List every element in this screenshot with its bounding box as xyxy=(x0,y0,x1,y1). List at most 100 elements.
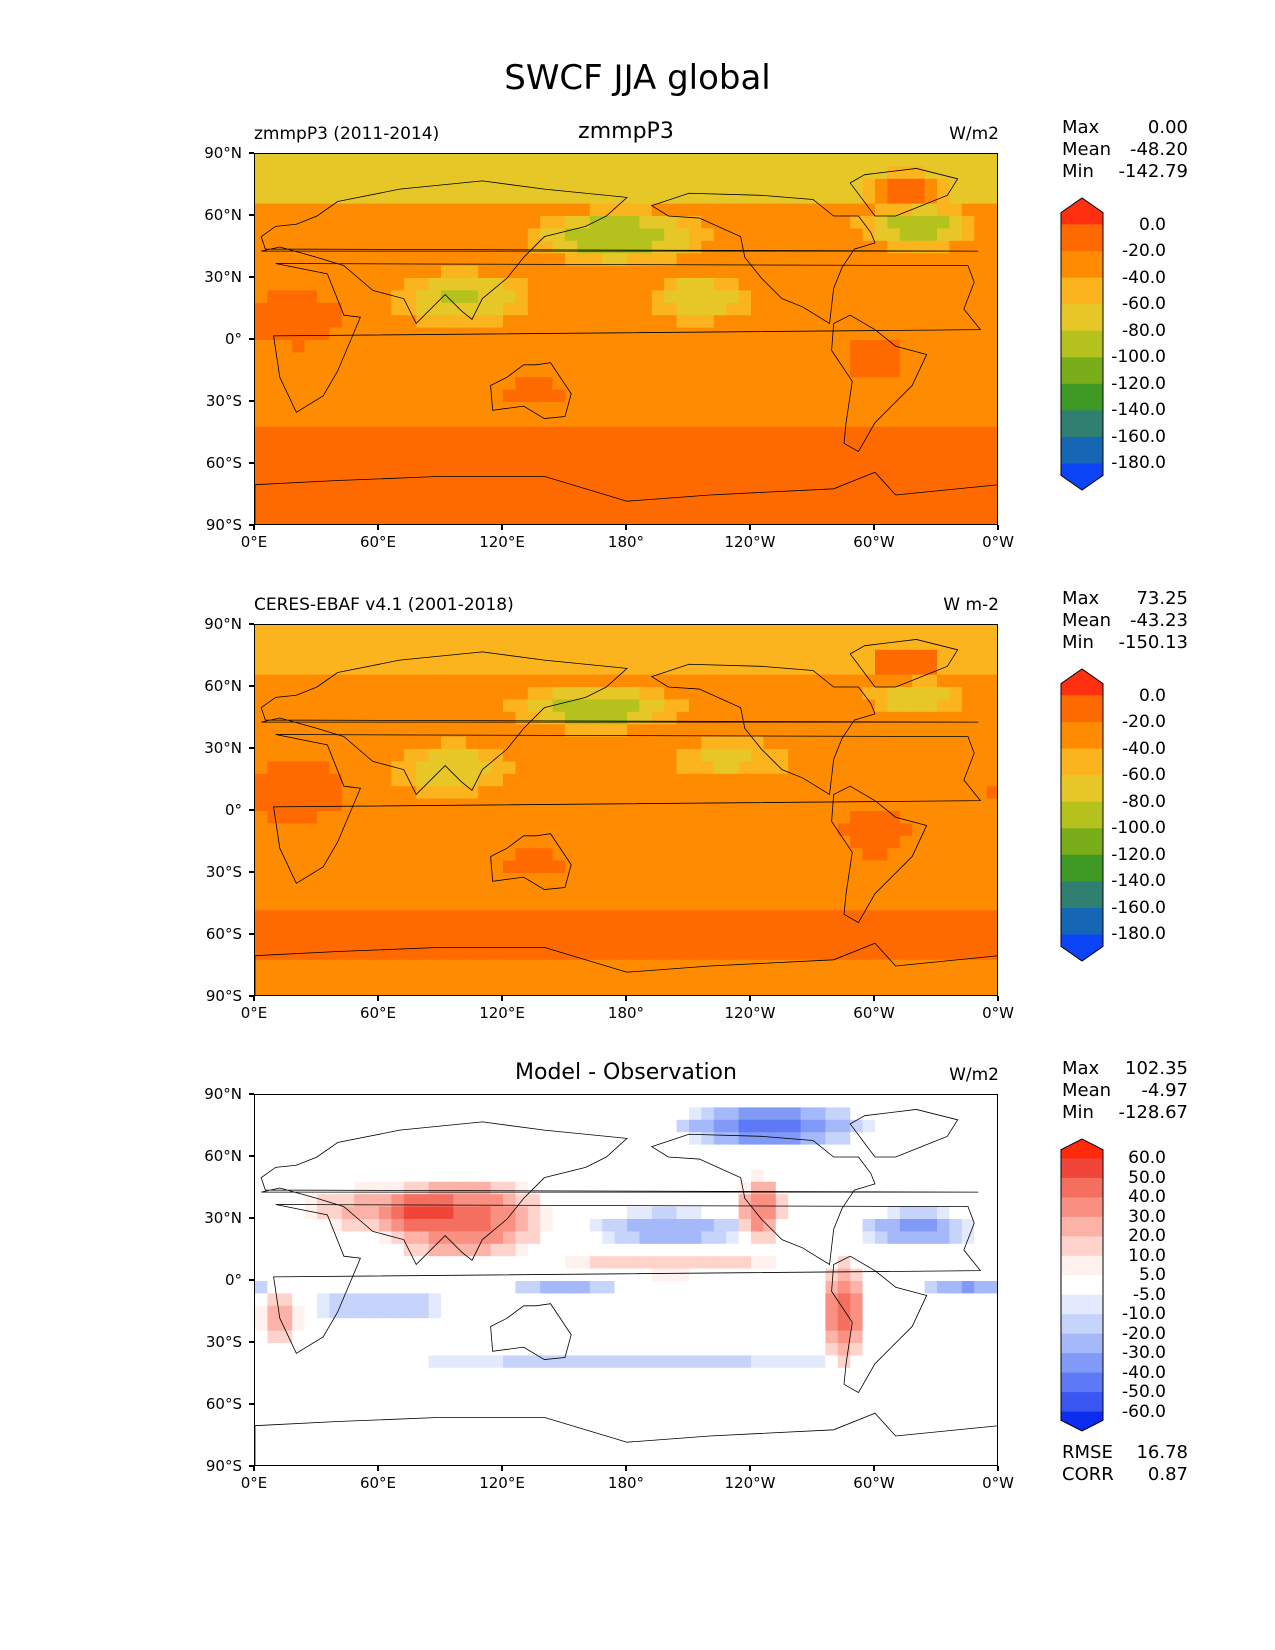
heatmap-cell xyxy=(751,959,764,973)
heatmap-cell xyxy=(689,1132,702,1146)
heatmap-cell xyxy=(540,1206,554,1220)
heatmap-cell xyxy=(341,935,355,948)
heatmap-cell xyxy=(713,649,727,663)
heatmap-cell xyxy=(899,290,913,304)
heatmap-cell xyxy=(924,984,938,995)
heatmap-cell xyxy=(912,352,926,366)
heatmap-cell xyxy=(490,1231,504,1245)
heatmap-cell xyxy=(391,216,405,229)
heatmap-cell xyxy=(267,476,281,490)
heatmap-cell xyxy=(701,724,715,738)
heatmap-cell xyxy=(986,947,997,961)
heatmap-cell xyxy=(949,1231,963,1245)
heatmap-cell xyxy=(713,1293,727,1307)
heatmap-cell xyxy=(713,1231,727,1245)
heatmap-cell xyxy=(527,364,541,378)
heatmap-cell xyxy=(552,1231,566,1245)
heatmap-cell xyxy=(639,1181,653,1195)
heatmap-cell xyxy=(478,253,492,267)
heatmap-cell xyxy=(701,1268,715,1282)
heatmap-cell xyxy=(379,1144,392,1158)
heatmap-cell xyxy=(565,823,578,837)
heatmap-cell xyxy=(875,773,888,787)
heatmap-cell xyxy=(775,1231,789,1245)
heatmap-cell xyxy=(949,1256,963,1270)
heatmap-cell xyxy=(912,377,926,391)
heatmap-cell xyxy=(639,1281,653,1294)
heatmap-cell xyxy=(639,315,653,329)
heatmap-cell xyxy=(341,761,355,775)
heatmap-cell xyxy=(751,786,764,800)
heatmap-cell xyxy=(775,1107,789,1121)
heatmap-cell xyxy=(775,662,789,676)
heatmap-cell xyxy=(763,402,777,415)
heatmap-cell xyxy=(354,1268,368,1282)
heatmap-cell xyxy=(317,922,330,936)
heatmap-cell xyxy=(775,464,789,477)
x-tick-label: 0°W xyxy=(982,1004,1014,1022)
heatmap-cell xyxy=(577,439,591,453)
heatmap-cell xyxy=(329,649,343,663)
heatmap-cell xyxy=(974,389,988,403)
heatmap-cell xyxy=(676,885,690,899)
heatmap-cell xyxy=(986,922,997,936)
heatmap-cell xyxy=(726,488,740,502)
heatmap-cell xyxy=(453,1231,467,1245)
heatmap-cell xyxy=(701,786,715,800)
heatmap-cell xyxy=(354,464,368,477)
heatmap-cell xyxy=(701,1343,715,1356)
heatmap-cell xyxy=(304,402,318,415)
heatmap-cell xyxy=(490,451,504,465)
heatmap-cell xyxy=(701,860,715,874)
heatmap-cell xyxy=(366,240,380,254)
heatmap-cell xyxy=(664,1281,678,1294)
heatmap-cell xyxy=(763,216,777,229)
heatmap-cell xyxy=(775,873,789,886)
heatmap-cell xyxy=(676,711,690,725)
heatmap-cell xyxy=(267,1281,281,1294)
heatmap-cell xyxy=(354,823,368,837)
heatmap-cell xyxy=(961,724,975,738)
heatmap-cell xyxy=(651,302,665,316)
heatmap-cell xyxy=(552,203,566,217)
heatmap-cell xyxy=(354,1281,368,1294)
heatmap-cell xyxy=(713,216,727,229)
heatmap-cell xyxy=(453,1330,467,1344)
heatmap-cell xyxy=(676,166,690,180)
heatmap-cell xyxy=(639,377,653,391)
heatmap-cell xyxy=(887,426,901,440)
heatmap-cell xyxy=(664,203,678,217)
heatmap-cell xyxy=(937,736,950,750)
heatmap-cell xyxy=(676,798,690,812)
heatmap-cell xyxy=(961,649,975,663)
heatmap-cell xyxy=(453,154,467,167)
heatmap-cell xyxy=(428,1281,442,1294)
heatmap-cell xyxy=(589,476,603,490)
heatmap-cell xyxy=(701,426,715,440)
heatmap-cell xyxy=(341,1119,355,1133)
heatmap-cell xyxy=(689,364,702,378)
heatmap-cell xyxy=(949,315,963,329)
heatmap-cell xyxy=(961,947,975,961)
heatmap-cell xyxy=(478,711,492,725)
heatmap-cell xyxy=(949,773,963,787)
heatmap-cell xyxy=(552,786,566,800)
heatmap-cell xyxy=(726,426,740,440)
heatmap-cell xyxy=(354,191,368,205)
heatmap-cell xyxy=(763,910,777,924)
heatmap-cell xyxy=(912,848,926,862)
heatmap-cell xyxy=(937,191,950,205)
heatmap-cell xyxy=(565,1181,578,1195)
heatmap-cell xyxy=(986,649,997,663)
heatmap-cell xyxy=(577,1219,591,1232)
heatmap-cell xyxy=(329,364,343,378)
heatmap-cell xyxy=(577,1181,591,1195)
heatmap-cell xyxy=(304,1095,318,1108)
heatmap-cell xyxy=(341,216,355,229)
heatmap-cell xyxy=(751,377,764,391)
heatmap-cell xyxy=(899,662,913,676)
heatmap-cell xyxy=(924,1169,938,1183)
heatmap-cell xyxy=(800,377,814,391)
heatmap-cell xyxy=(701,439,715,453)
heatmap-cell xyxy=(354,1330,368,1344)
